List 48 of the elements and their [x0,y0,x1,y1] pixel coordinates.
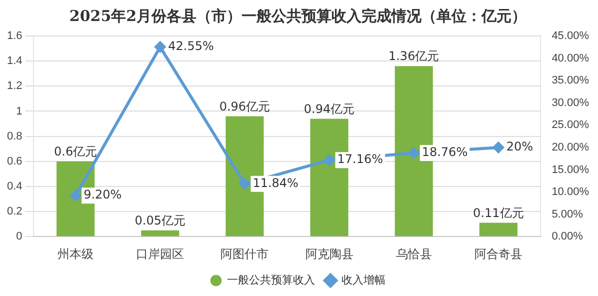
x-tick-label: 州本级 [58,247,94,262]
y2-tick-label: 25.00% [552,119,590,132]
data-label: 11.84% [252,176,298,190]
data-label: 0.6亿元 [54,144,98,158]
y2-tick-label: 20.00% [552,141,590,154]
y-tick-label: 0.4 [6,180,22,192]
y-tick-label: 1.4 [6,55,22,68]
x-tick-label: 阿图什市 [220,247,269,262]
chart-title: 2025年2月份各县（市）一般公共预算收入完成情况（单位：亿元） [69,6,527,25]
y2-tick-label: 30.00% [552,96,590,109]
point [492,142,504,153]
legend-label: 一般公共预算收入 [227,274,315,287]
y-tick-label: 1.2 [6,80,22,92]
y-tick-label: 0.6 [6,155,22,168]
y2-tick-label: 35.00% [552,74,590,87]
data-label: 0.11亿元 [473,206,524,220]
data-label: 1.36亿元 [388,49,440,64]
point [239,178,250,190]
x-tick-label: 口岸园区 [136,247,184,262]
point [70,190,82,202]
data-label: 18.76% [422,145,468,160]
y-tick-label: 0 [16,230,22,243]
data-label: 0.94亿元 [304,102,355,116]
x-tick-label: 乌恰县 [396,247,432,262]
y-tick-label: 1.6 [6,30,22,42]
y2-tick-label: 45.00% [552,30,590,42]
data-label: 0.05亿元 [134,213,186,228]
point [324,154,335,166]
data-label: 9.20% [84,188,122,202]
y2-tick-label: 5.00% [552,208,584,220]
y-tick-label: 0.2 [6,206,22,218]
bar [141,230,180,236]
y2-tick-label: 0.00% [552,230,584,243]
y-tick-label: 0.8 [6,130,22,142]
y2-tick-label: 10.00% [552,186,590,198]
x-tick-label: 阿合奇县 [474,247,522,262]
y2-tick-label: 15.00% [552,164,590,176]
bar [479,222,518,236]
y2-tick-label: 40.00% [552,52,590,64]
legend-label: 收入增幅 [342,274,386,287]
data-label: 17.16% [337,152,384,166]
data-label: 42.55% [168,39,214,54]
data-label: 20% [506,140,534,154]
y-tick-label: 1 [16,105,22,118]
point [408,147,420,158]
x-tick-label: 阿克陶县 [305,247,354,262]
point [154,41,166,52]
data-label: 0.96亿元 [219,99,270,114]
